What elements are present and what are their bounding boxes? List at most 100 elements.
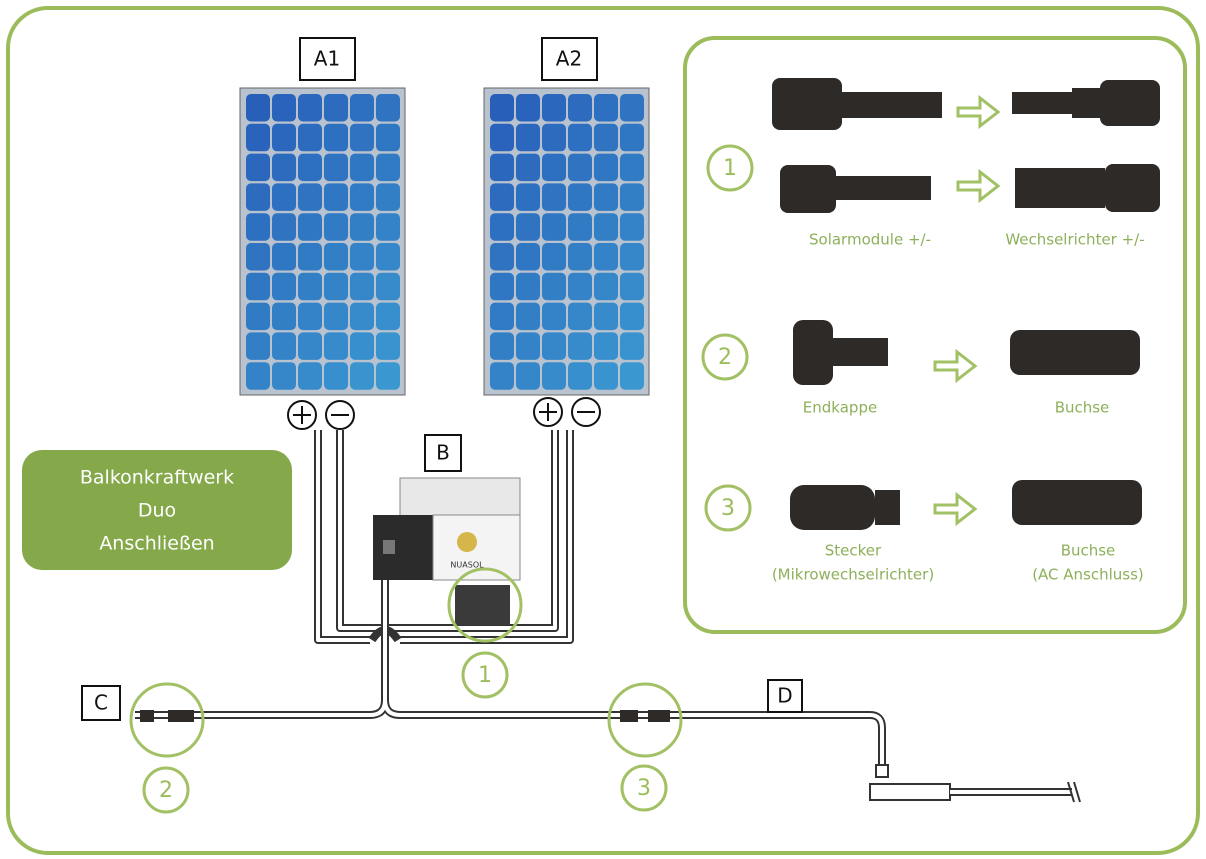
solar-cell — [324, 332, 348, 360]
solar-cell — [568, 154, 592, 182]
solar-cell — [490, 303, 514, 331]
solar-cell — [246, 273, 270, 301]
solar-cell — [272, 183, 296, 211]
panel-label: A1 — [314, 47, 340, 71]
solar-cell — [350, 362, 374, 390]
legend-number: 3 — [721, 496, 735, 521]
solar-cell — [298, 183, 322, 211]
solar-cell — [272, 303, 296, 331]
solar-cell — [490, 362, 514, 390]
solar-cell — [568, 303, 592, 331]
title-line: Duo — [138, 500, 176, 522]
solar-cell — [542, 183, 566, 211]
solar-cell — [490, 213, 514, 241]
legend-from: (Mikrowechselrichter) — [772, 566, 934, 584]
solar-cell — [376, 332, 400, 360]
solar-cell — [516, 243, 540, 271]
solar-cell — [620, 273, 644, 301]
solar-cell — [542, 124, 566, 152]
solar-cell — [324, 124, 348, 152]
solar-cell — [620, 303, 644, 331]
solar-cell — [350, 243, 374, 271]
solar-cell — [298, 124, 322, 152]
solar-panels — [240, 88, 649, 395]
zoom-ring — [609, 684, 681, 756]
solar-cell — [350, 273, 374, 301]
solar-cell — [516, 362, 540, 390]
legend-number: 1 — [723, 156, 737, 181]
solar-cell — [542, 332, 566, 360]
solar-cell — [376, 243, 400, 271]
solar-cell — [620, 332, 644, 360]
solar-cell — [594, 154, 618, 182]
solar-cell — [542, 154, 566, 182]
legend-from: Endkappe — [803, 399, 877, 417]
solar-cell — [620, 94, 644, 122]
solar-cell — [568, 94, 592, 122]
title-line: Anschließen — [99, 533, 214, 555]
solar-cell — [272, 154, 296, 182]
solar-cell — [298, 213, 322, 241]
solar-cell — [516, 124, 540, 152]
solar-cell — [298, 154, 322, 182]
solar-cell — [594, 213, 618, 241]
solar-cell — [568, 213, 592, 241]
solar-cell — [246, 362, 270, 390]
solar-cell — [272, 213, 296, 241]
solar-cell — [620, 124, 644, 152]
panel-label: A2 — [556, 47, 582, 71]
solar-cell — [350, 183, 374, 211]
solar-cell — [376, 273, 400, 301]
legend-number: 2 — [718, 345, 732, 370]
legend-from: Stecker — [825, 542, 882, 560]
solar-cell — [490, 124, 514, 152]
connector-images — [772, 78, 1160, 530]
solar-cell — [490, 243, 514, 271]
inverter — [373, 478, 520, 625]
grid-connection-label: D — [777, 684, 792, 708]
solar-cell — [568, 124, 592, 152]
solar-cell — [350, 332, 374, 360]
solar-cell — [324, 362, 348, 390]
solar-cell — [490, 332, 514, 360]
solar-cell — [246, 124, 270, 152]
solar-cell — [350, 124, 374, 152]
solar-cell — [350, 303, 374, 331]
solar-cell — [620, 243, 644, 271]
solar-cell — [324, 273, 348, 301]
solar-cell — [542, 362, 566, 390]
solar-cell — [324, 213, 348, 241]
solar-cell — [298, 362, 322, 390]
legend-to: Buchse — [1061, 542, 1116, 560]
solar-cell — [324, 303, 348, 331]
solar-cell — [594, 94, 618, 122]
solar-cell — [490, 154, 514, 182]
cable-end-label: C — [94, 691, 108, 715]
solar-cell — [490, 94, 514, 122]
solar-cell — [620, 213, 644, 241]
solar-cell — [594, 332, 618, 360]
solar-cell — [568, 362, 592, 390]
solar-cell — [298, 332, 322, 360]
solar-cell — [620, 183, 644, 211]
solar-cell — [568, 273, 592, 301]
solar-cell — [324, 94, 348, 122]
solar-cell — [246, 213, 270, 241]
solar-cell — [350, 94, 374, 122]
solar-cell — [272, 362, 296, 390]
solar-cell — [594, 362, 618, 390]
solar-cell — [376, 124, 400, 152]
solar-cell — [246, 332, 270, 360]
solar-cell — [272, 332, 296, 360]
solar-cell — [594, 183, 618, 211]
solar-cell — [272, 124, 296, 152]
solar-cell — [568, 183, 592, 211]
solar-cell — [272, 273, 296, 301]
title-line: Balkonkraftwerk — [80, 467, 234, 489]
solar-cell — [376, 213, 400, 241]
solar-cell — [620, 362, 644, 390]
legend-to: Wechselrichter +/- — [1005, 231, 1144, 249]
solar-cell — [594, 124, 618, 152]
solar-cell — [516, 94, 540, 122]
solar-cell — [246, 183, 270, 211]
